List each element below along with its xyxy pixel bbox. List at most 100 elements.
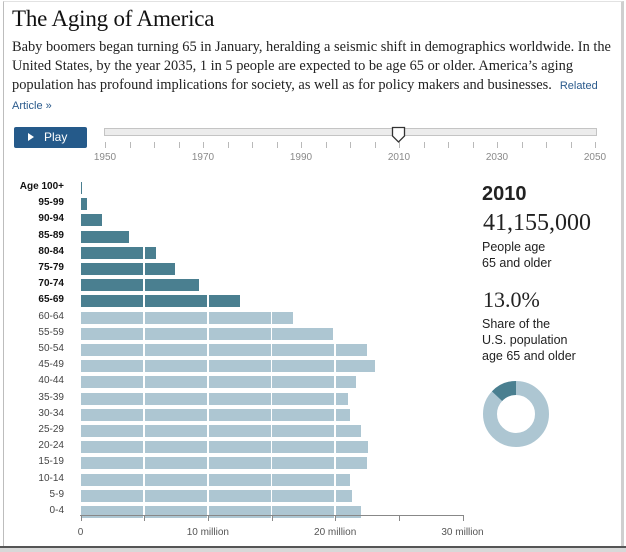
bar-gridline [207,392,209,405]
age-group-label: 70-74 [38,278,64,290]
age-group-label: 55-59 [38,326,64,338]
age-group-label: 60-64 [38,310,64,322]
population-bar[interactable] [80,214,103,227]
population-bar[interactable] [80,182,82,194]
age-group-label: 15-19 [38,456,64,468]
age-group-label: 25-29 [38,424,64,435]
bar-gridline [143,376,145,389]
age-group-label: 95-99 [38,197,64,209]
age-group-label: 20-24 [38,440,64,452]
bar-gridline [270,441,273,454]
population-bar[interactable] [80,295,240,308]
bar-gridline [207,376,209,389]
related-article-link[interactable]: Related Article » [12,80,598,112]
population-bar[interactable] [80,457,367,470]
timeline-tick [570,142,572,148]
play-button[interactable]: Play [14,127,87,148]
share-label-2: U.S. population [482,333,568,347]
bar-gridline [334,473,336,486]
population-bar[interactable] [80,489,352,502]
population-bar[interactable] [80,198,87,211]
population-bar[interactable] [80,246,156,259]
population-bar[interactable] [80,425,361,437]
share-donut-chart [483,381,549,447]
bar-gridline [143,506,145,518]
timeline-tick [301,142,302,148]
age-group-label: 65-69 [38,294,64,306]
bar-gridline [270,376,273,389]
age-group-label: 50-54 [38,343,64,354]
timeline-tick [350,142,351,148]
age-group-label: Age 100+ [19,181,64,192]
bar-gridline [207,327,209,340]
x-axis-tick [271,515,273,521]
bar-gridline [143,408,145,421]
x-axis-tick [144,515,146,521]
timeline-tick [203,142,204,148]
population-bar[interactable] [80,230,129,243]
population-bar[interactable] [80,311,294,324]
timeline-tick [276,142,278,148]
bar-gridline [143,279,145,292]
bar-gridline [207,425,209,437]
bar-gridline [143,473,145,486]
bar-gridline [207,457,209,470]
bar-gridline [334,408,336,421]
timeline-year-label[interactable]: 2030 [485,152,509,163]
timeline-tick [325,142,327,148]
population-bar[interactable] [80,360,375,373]
bar-gridline [334,489,336,502]
timeline-year-label[interactable]: 1950 [93,152,117,163]
population-bar[interactable] [80,408,351,421]
age-group-label: 30-34 [38,407,64,419]
bar-gridline [270,327,273,340]
age-group-label: 85-89 [38,229,64,241]
population-bar[interactable] [80,376,356,389]
age-group-label: 5-9 [49,488,64,500]
age-group-label: 80-84 [38,245,64,257]
x-axis-tick [207,515,209,521]
bar-gridline [334,425,336,437]
bar-gridline [334,506,336,518]
x-axis-tick-label: 10 million [186,527,229,538]
bar-gridline [143,489,145,502]
bar-gridline [334,360,336,373]
population-bar[interactable] [80,392,348,405]
bar-gridline [143,327,145,340]
population-bar[interactable] [80,473,351,486]
x-axis-tick-label: 20 million [314,527,357,538]
population-bar[interactable] [80,263,175,275]
timeline-year-label[interactable]: 2010 [387,152,411,163]
people-65-plus-count: 41,155,000 [483,210,591,236]
bar-gridline [143,457,145,470]
timeline-tick [595,142,596,148]
timeline-slider-track[interactable] [104,128,597,136]
x-axis-tick [462,515,464,521]
people-label-2: 65 and older [482,256,552,270]
timeline-year-label[interactable]: 2050 [583,152,607,163]
bar-gridline [143,263,145,275]
timeline-year-label[interactable]: 1990 [289,152,313,163]
bar-gridline [334,376,336,389]
timeline-tick [472,142,474,148]
timeline-year-label[interactable]: 1970 [191,152,215,163]
bar-gridline [143,425,145,437]
bar-gridline [270,506,273,518]
people-label-1: People age [482,240,546,254]
timeline-tick [227,142,229,148]
timeline-tick [497,142,498,148]
age-group-label: 0-4 [49,505,64,516]
intro-text: Baby boomers began turning 65 in January… [12,38,612,116]
population-bar[interactable] [80,279,199,292]
bar-gridline [207,473,209,486]
population-bar[interactable] [80,441,369,454]
age-group-label: 90-94 [38,213,64,225]
share-65-plus: 13.0% [483,287,540,312]
page-title: The Aging of America [12,6,215,31]
population-bar[interactable] [80,344,367,356]
timeline-tick [252,142,253,148]
timeline-slider-handle[interactable] [391,126,406,144]
x-axis-tick-label: 0 [77,527,84,538]
age-group-label: 45-49 [38,359,64,371]
age-group-label: 75-79 [38,262,64,273]
